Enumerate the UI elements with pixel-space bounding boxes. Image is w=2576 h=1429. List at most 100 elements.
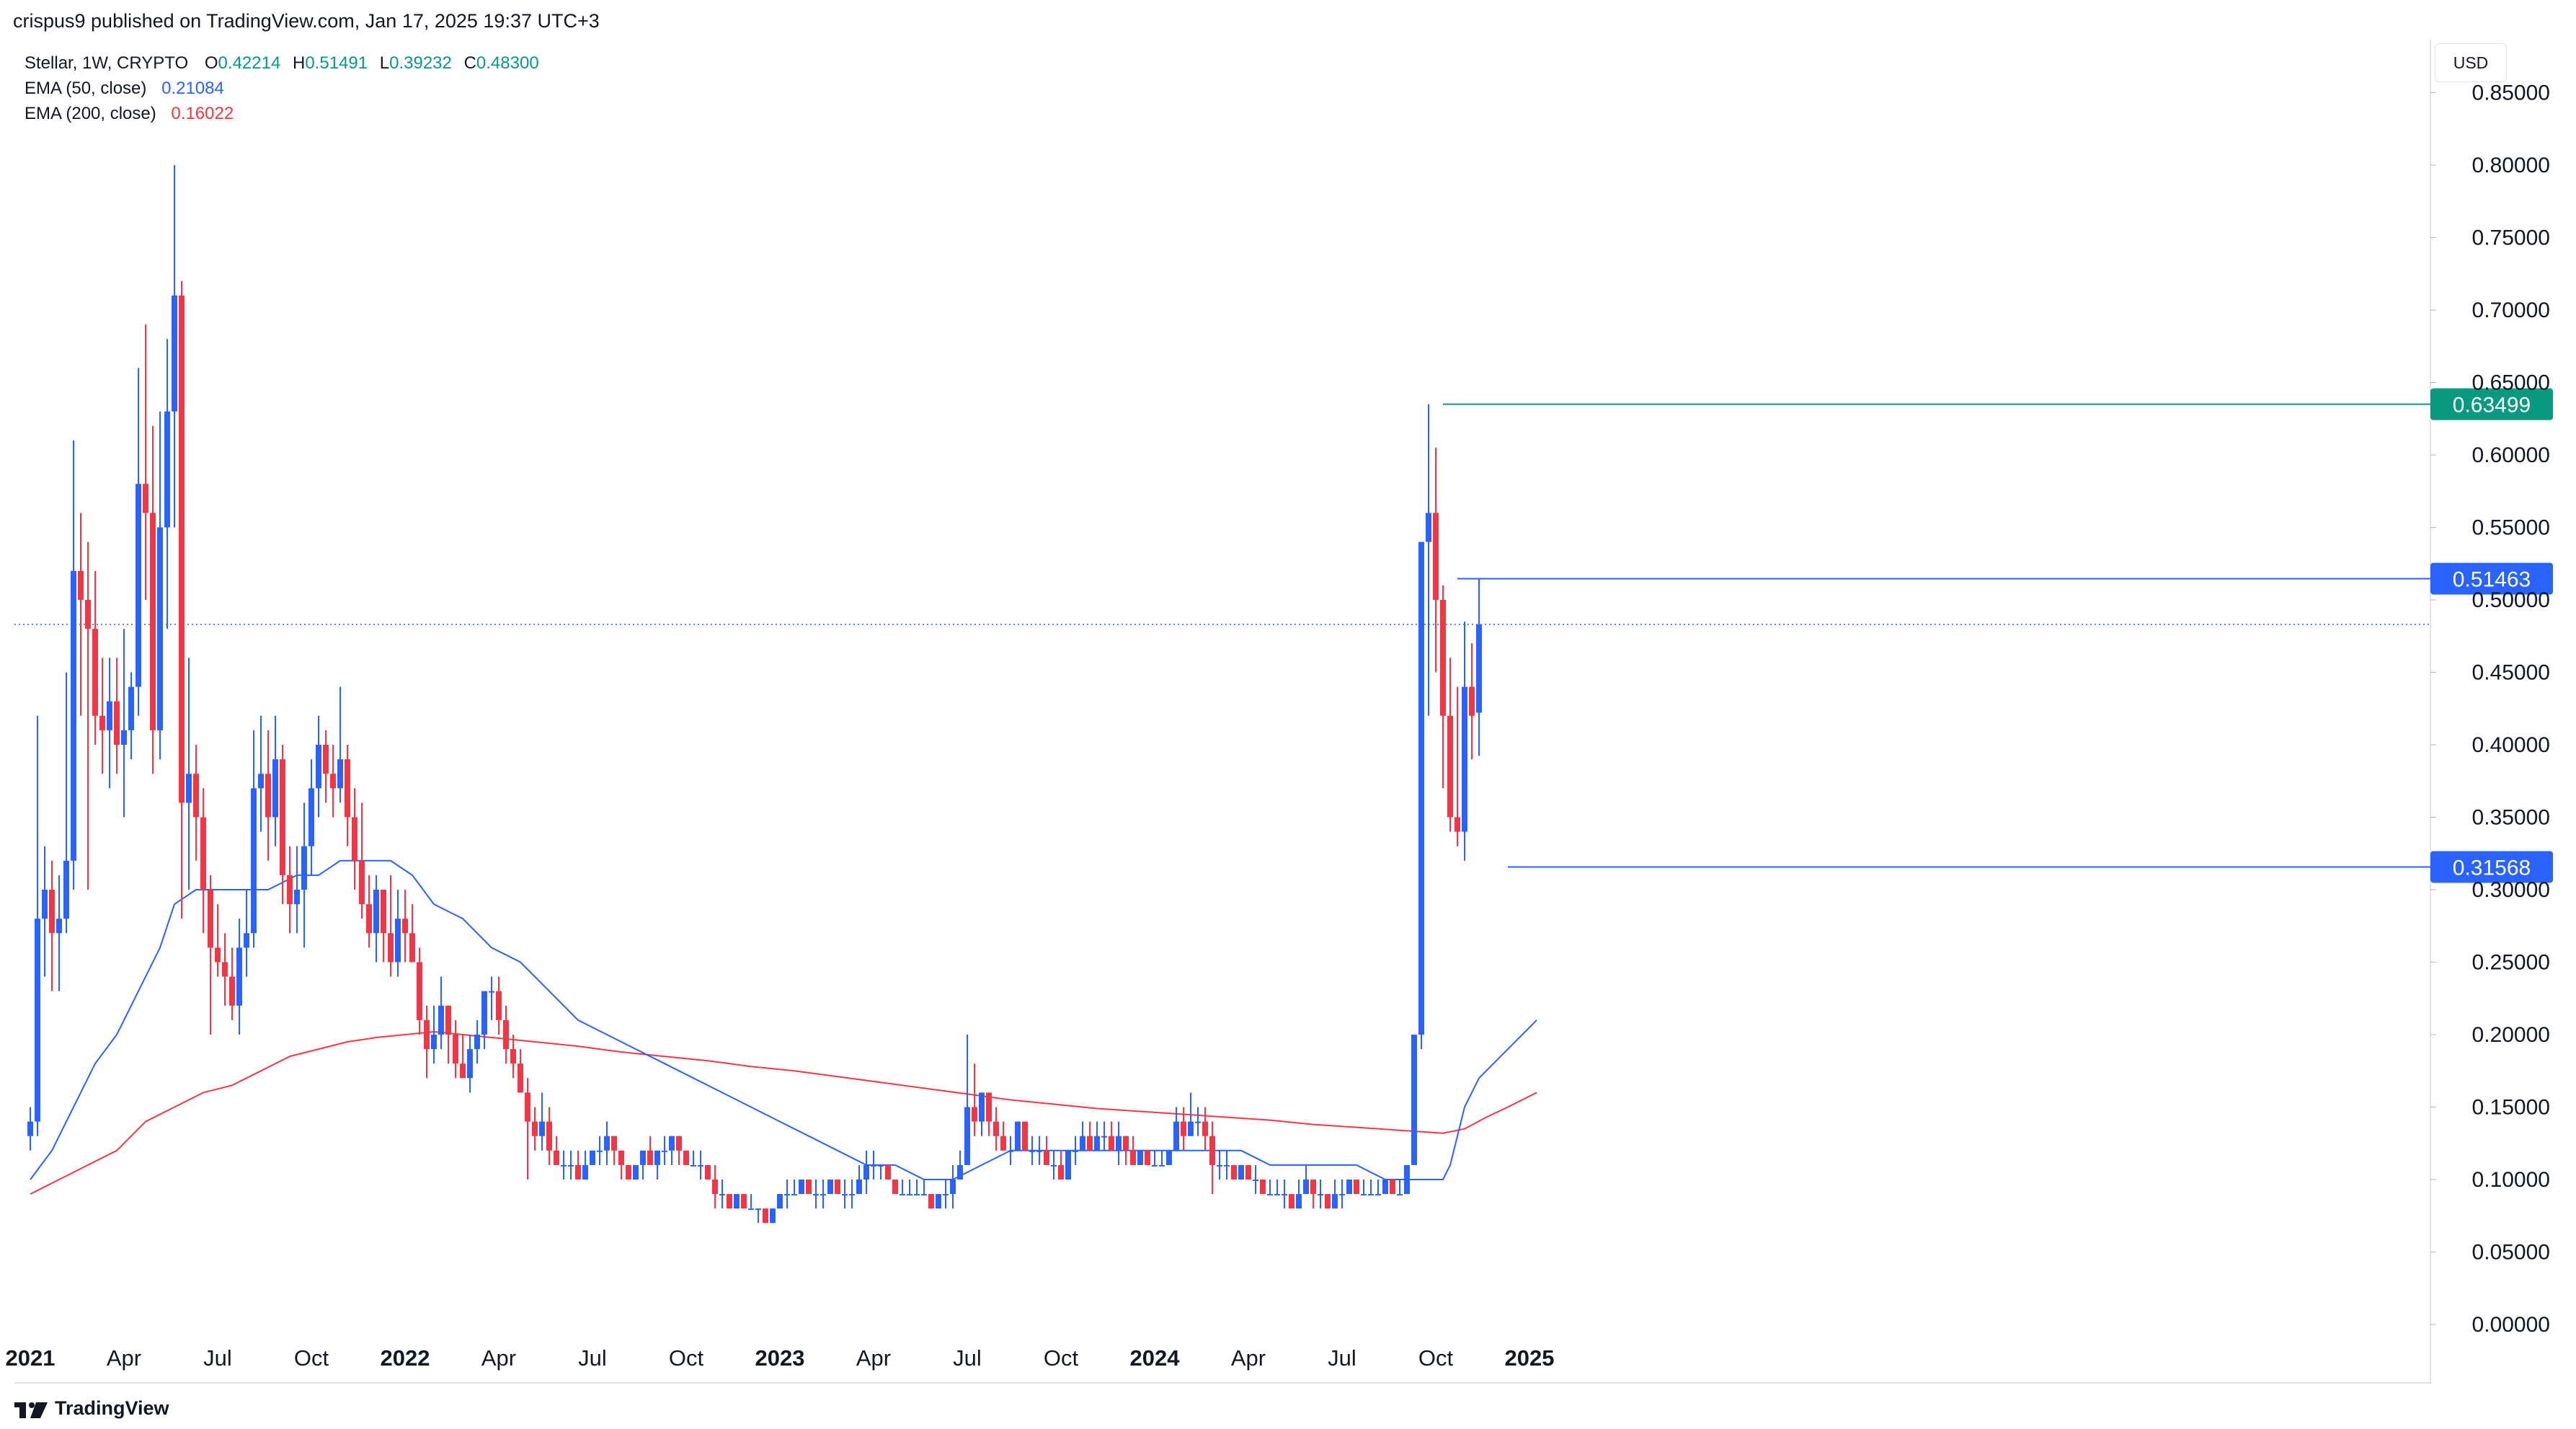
price-level-badge (2430, 388, 2553, 420)
candle-body (849, 1194, 855, 1196)
price-level-badge (2430, 851, 2553, 883)
x-tick-label: Oct (294, 1345, 329, 1371)
y-tick-label: 0.05000 (2472, 1241, 2550, 1265)
candle-body (712, 1180, 718, 1195)
candle-body (395, 919, 401, 963)
candle-body (972, 1107, 977, 1122)
candle-body (539, 1121, 545, 1136)
y-tick-label: 0.80000 (2472, 154, 2550, 177)
candle-body (561, 1164, 567, 1167)
y-tick-label: 0.35000 (2472, 806, 2550, 830)
candle-body (1440, 600, 1446, 716)
legend-ema50-row[interactable]: EMA (50, close) 0.21084 (25, 76, 539, 101)
candle-body (366, 904, 372, 934)
candle-body (1173, 1121, 1179, 1151)
candle-body (986, 1092, 992, 1122)
candle-body (921, 1194, 927, 1196)
candle-body (1476, 624, 1482, 713)
candle-body (748, 1208, 754, 1211)
candle-body (265, 774, 271, 818)
candle-body (280, 759, 285, 875)
candle-body (676, 1136, 682, 1151)
candle-body (1094, 1136, 1100, 1151)
candle-body (236, 947, 242, 1006)
candle-body (957, 1164, 963, 1180)
candle-body (337, 759, 343, 789)
candle-body (1087, 1136, 1093, 1151)
ema200-value: 0.16022 (171, 104, 234, 123)
tradingview-branding[interactable]: TradingView (14, 1397, 169, 1420)
candle-body (669, 1136, 675, 1151)
candle-body (229, 976, 235, 1006)
candle-body (42, 890, 48, 919)
candle-body (863, 1164, 869, 1180)
symbol-label[interactable]: Stellar, 1W, CRYPTO (25, 53, 189, 73)
candle-body (1310, 1180, 1316, 1195)
published-text: crispus9 published on TradingView.com, J… (13, 10, 600, 32)
currency-button[interactable]: USD (2435, 43, 2507, 82)
candle-body (345, 759, 350, 818)
x-tick-label: Jul (203, 1345, 232, 1371)
candle-body (1296, 1194, 1302, 1209)
candle-body (1116, 1136, 1122, 1151)
candle-body (496, 991, 502, 1020)
candle-body (200, 817, 206, 890)
candle-body (633, 1164, 639, 1180)
candle-body (63, 860, 69, 919)
candle-body (474, 1035, 480, 1050)
candle-body (1260, 1180, 1266, 1195)
x-tick-label: 2024 (1130, 1345, 1181, 1371)
candle-body (878, 1164, 884, 1167)
x-axis[interactable]: 2021 Apr Jul Oct 2022 Apr Jul Oct 2023 Apr Jul Oct 2… (6, 1345, 1555, 1371)
tradingview-logo-icon (14, 1401, 48, 1418)
ema50-label: EMA (50, close) (25, 79, 147, 98)
candle-body (784, 1194, 790, 1196)
candle-body (943, 1194, 949, 1196)
candle-body (719, 1194, 725, 1196)
chart-legend: Stellar, 1W, CRYPTO O0.42214 H0.51491 L0… (25, 50, 539, 126)
candle-body (431, 1035, 437, 1050)
candle-body (1346, 1180, 1352, 1195)
y-tick-label: 0.15000 (2472, 1096, 2550, 1120)
candle-body (546, 1121, 552, 1151)
price-level-label: 0.31568 (2453, 856, 2531, 880)
y-axis[interactable]: 0.00000 0.05000 0.10000 0.15000 0.20000 0.250… (2430, 81, 2550, 1337)
candle-body (1289, 1194, 1294, 1209)
y-tick-label: 0.20000 (2472, 1023, 2550, 1047)
candle-body (1195, 1121, 1201, 1123)
price-level-label: 0.63499 (2453, 394, 2531, 417)
candle-body (1152, 1164, 1158, 1167)
candle-body (755, 1208, 761, 1211)
candle-body (618, 1150, 624, 1165)
candle-body (1318, 1194, 1323, 1196)
chart-grid (14, 40, 2431, 1384)
candle-body (467, 1049, 473, 1079)
candle-body (1051, 1164, 1057, 1167)
legend-ema200-row[interactable]: EMA (200, close) 0.16022 (25, 101, 539, 126)
legend-ohlc-row: Stellar, 1W, CRYPTO O0.42214 H0.51491 L0… (25, 50, 539, 76)
candle-body (662, 1150, 667, 1152)
candle-body (1418, 541, 1424, 1035)
candle-body (316, 745, 321, 789)
candle-body (1390, 1180, 1395, 1195)
candle-body (1361, 1194, 1367, 1196)
candle-body (1130, 1150, 1136, 1165)
candle-body (1080, 1136, 1085, 1151)
candle-body (1231, 1164, 1237, 1180)
candle-body (1332, 1194, 1338, 1209)
candle-body (1375, 1194, 1381, 1196)
candle-body (121, 730, 127, 745)
candle-body (892, 1180, 898, 1195)
candle-body (690, 1164, 696, 1167)
candle-body (532, 1121, 538, 1136)
candle-body (308, 788, 314, 846)
candle-body (215, 947, 221, 963)
candle-body (424, 1019, 430, 1050)
candle-body (330, 774, 336, 789)
candle-body (1109, 1136, 1114, 1151)
candle-body (777, 1194, 783, 1209)
candle-body (222, 962, 228, 977)
price-level-badge (2430, 562, 2553, 595)
candle-body (179, 295, 185, 803)
